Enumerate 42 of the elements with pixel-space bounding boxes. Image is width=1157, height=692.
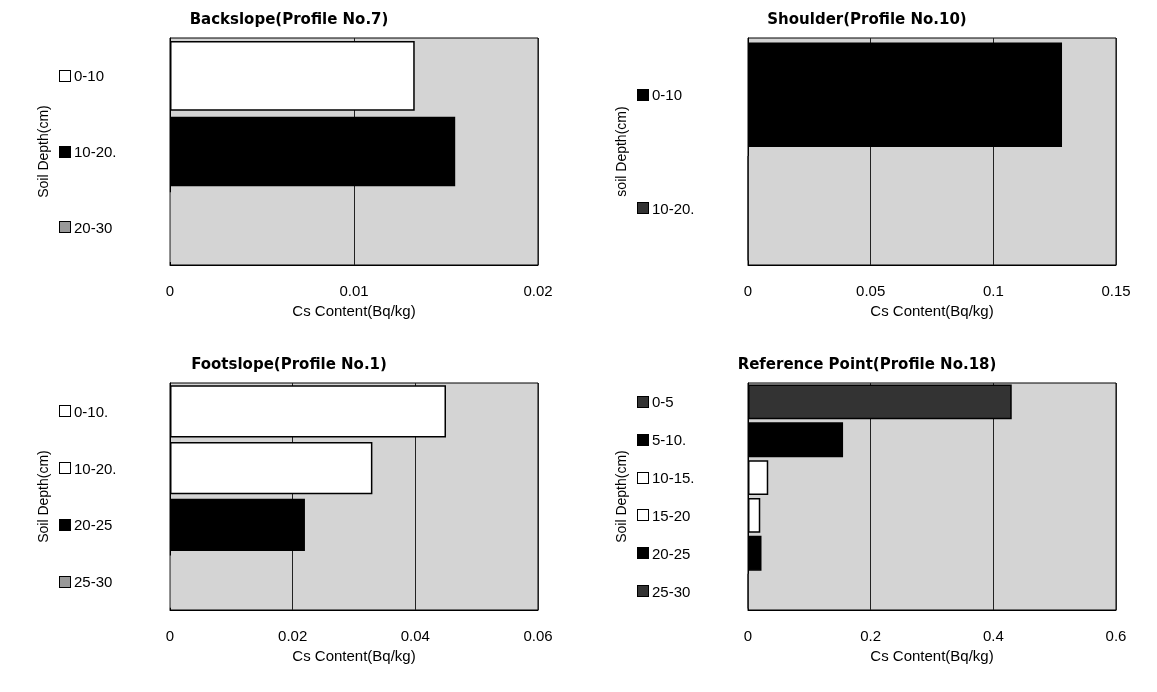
- y-tick-label: 20-25: [652, 544, 691, 562]
- y-tick-label: 0-10.: [74, 402, 109, 420]
- y-tick-label: 0-10: [74, 67, 105, 85]
- chart-title: Footslope(Profile No.1): [191, 354, 387, 373]
- x-tick-label: 0.4: [982, 627, 1004, 644]
- chart-title: Reference Point(Profile No.18): [737, 354, 997, 373]
- chart-title: Shoulder(Profile No.10): [767, 9, 967, 28]
- chart-title: Backslope(Profile No.7): [189, 9, 389, 28]
- x-tick-label: 0.1: [982, 282, 1004, 299]
- x-tick-label: 0.01: [339, 282, 369, 299]
- x-axis-title: Cs Content(Bq/kg): [292, 647, 416, 664]
- x-axis-title: Cs Content(Bq/kg): [870, 302, 994, 319]
- x-axis-title: Cs Content(Bq/kg): [292, 302, 416, 319]
- y-tick-label: 15-20: [652, 506, 691, 524]
- y-axis-title: soil Depth(cm): [613, 106, 629, 197]
- x-tick-label: 0: [165, 282, 175, 299]
- y-tick-label: 0-10: [652, 86, 683, 104]
- x-tick-label: 0.05: [856, 282, 886, 299]
- x-tick-label: 0.6: [1105, 627, 1127, 644]
- x-tick-label: 0: [165, 627, 175, 644]
- x-tick-label: 0.15: [1101, 282, 1131, 299]
- x-tick-label: 0: [743, 627, 753, 644]
- y-tick-label: 20-30: [74, 218, 113, 236]
- y-tick-label: 10-15.: [652, 469, 695, 487]
- y-tick-label: 25-30: [74, 573, 113, 591]
- y-axis-title: Soil Depth(cm): [35, 105, 51, 198]
- y-tick-label: 10-20.: [74, 143, 117, 160]
- x-tick-label: 0.02: [278, 627, 308, 644]
- x-tick-label: 0: [743, 282, 753, 299]
- x-tick-label: 0.04: [400, 627, 430, 644]
- y-axis-title: Soil Depth(cm): [613, 450, 629, 543]
- y-tick-label: 25-30: [652, 582, 691, 600]
- x-tick-label: 0.02: [523, 282, 553, 299]
- y-axis-title: Soil Depth(cm): [35, 450, 51, 543]
- y-tick-label: 20-25: [74, 516, 113, 534]
- y-tick-label: 10-20.: [652, 199, 695, 217]
- y-tick-label: 0-5: [652, 393, 674, 411]
- x-tick-label: 0.06: [523, 627, 553, 644]
- x-axis-title: Cs Content(Bq/kg): [870, 647, 994, 664]
- y-tick-label: 10-20.: [74, 459, 117, 477]
- y-tick-label: 5-10.: [652, 431, 687, 449]
- x-tick-label: 0.2: [860, 627, 882, 644]
